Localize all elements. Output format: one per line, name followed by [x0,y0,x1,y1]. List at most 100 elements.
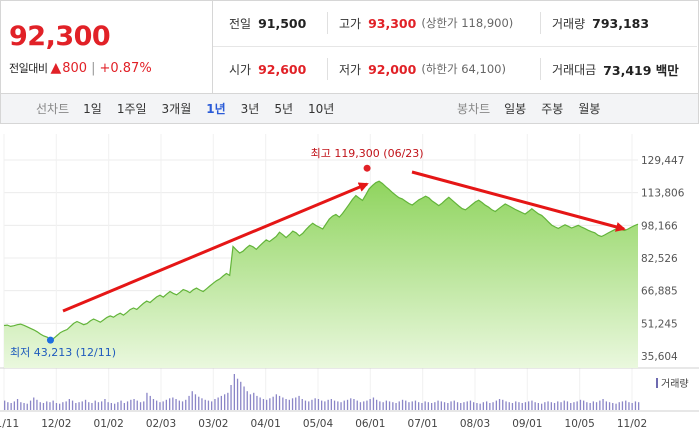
volume-bar [278,395,281,410]
volume-bar [178,400,180,410]
tab-3m[interactable]: 3개월 [161,102,192,116]
volume-bar [602,399,604,410]
open-label: 시가 [229,62,252,77]
volume-bar [7,402,9,410]
volume-bar [162,401,164,410]
low-value: 92,000 [368,61,417,77]
volume-bar [418,402,420,410]
volume-bar [634,401,637,410]
volume-bar [553,403,556,410]
tab-weekly[interactable]: 주봉 [541,102,564,116]
volume-bar [188,395,190,410]
volume-bar [541,403,543,410]
volume-bar [599,400,601,410]
volume-bar [159,402,161,410]
volume-bar [295,397,297,410]
volume-bar [233,374,235,410]
volume-bar [172,397,174,410]
volume-bar [23,403,25,410]
tab-1y[interactable]: 1년 [206,102,226,116]
volume-bar [431,403,433,410]
divider [213,46,697,47]
y-tick-label: 66,885 [641,286,678,298]
volume-bar [49,402,51,410]
volume-bar [576,401,578,410]
volume-bar [460,403,462,410]
volume-bar [359,402,362,410]
low-marker [46,336,54,344]
volume-bar [282,397,284,410]
volume-cell: 거래량 793,183 [552,0,649,46]
quote-panel: 92,300 전일대비 ▲ 800 | +0.87% [0,0,699,94]
volume-bar [78,402,80,410]
tab-10y[interactable]: 10년 [308,102,335,116]
volume-bar [563,400,565,410]
amount-label: 거래대금 [552,62,597,77]
volume-bar [356,400,358,410]
volume-bar [46,401,48,410]
price-change: 전일대비 ▲ 800 | +0.87% [9,60,152,76]
volume-bar [330,399,332,410]
volume-bar [191,391,193,410]
volume-bar [301,399,303,410]
volume-bar [236,378,239,410]
volume-bar [298,395,300,410]
volume-bar [243,386,245,410]
x-tick-label: 09/01 [512,418,542,430]
volume-bar [544,402,546,410]
tab-5y[interactable]: 5년 [274,102,294,116]
volume-bar [463,402,465,410]
volume-bar [612,403,614,410]
volume-bar [204,399,206,410]
volume-bar [547,401,549,410]
x-tick-label: 11/02 [617,418,647,430]
volume-bar [259,397,261,410]
volume-bar [71,400,74,410]
tab-1d[interactable]: 1일 [83,102,102,116]
volume-bar [573,402,575,410]
volume-bar [508,402,510,410]
volume-bar [181,401,184,410]
volume-bar [20,402,22,410]
volume-bar [39,402,41,410]
amount-cell: 거래대금 73,419 백만 [552,46,679,92]
volume-bar [456,402,459,410]
x-tick-label: 02/03 [146,418,176,430]
price-chart: 129,447 113,806 98,166 82,526 66,885 51,245 35… [0,134,699,430]
volume-bar [317,399,320,410]
volume-bar [363,401,365,410]
upper-limit: (상한가 118,900) [421,16,514,30]
tab-3y[interactable]: 3년 [240,102,260,116]
volume-bar [165,399,167,410]
volume-bar [36,399,38,410]
volume-bar [253,392,255,410]
price-line [3,180,639,341]
volume-bar [55,403,58,410]
volume-bar [385,400,387,410]
y-axis: 129,447 113,806 98,166 82,526 66,885 51,245 35… [641,155,685,363]
volume-bar [143,401,145,410]
volume-bar [524,402,527,410]
volume-bar [114,403,116,410]
volume-bar [324,401,326,410]
volume-bar [149,395,151,410]
volume-bar [401,399,404,410]
x-tick-label: 12/02 [41,418,71,430]
volume-bar [88,402,90,410]
tab-monthly[interactable]: 월봉 [578,102,601,116]
volume-bar [97,402,100,410]
volume-bar [13,401,15,410]
volume-bar [437,400,439,410]
volume-bar [372,397,375,410]
chart-period-tabs: 선차트 1일 1주일 3개월 1년 3년 5년 10년 봉차트 일봉 주봉 월봉 [0,94,699,124]
volume-bar [65,401,67,410]
volume-bar [424,401,426,410]
volume-bar [104,399,106,410]
open-cell: 시가 92,600 [229,46,306,92]
high-marker [363,164,371,172]
volume-bar [224,394,226,410]
tab-daily[interactable]: 일봉 [504,102,527,116]
high-annotation: 최고 119,300 (06/23) [311,147,424,160]
volume-bar [557,401,559,410]
tab-1w[interactable]: 1주일 [116,102,147,116]
